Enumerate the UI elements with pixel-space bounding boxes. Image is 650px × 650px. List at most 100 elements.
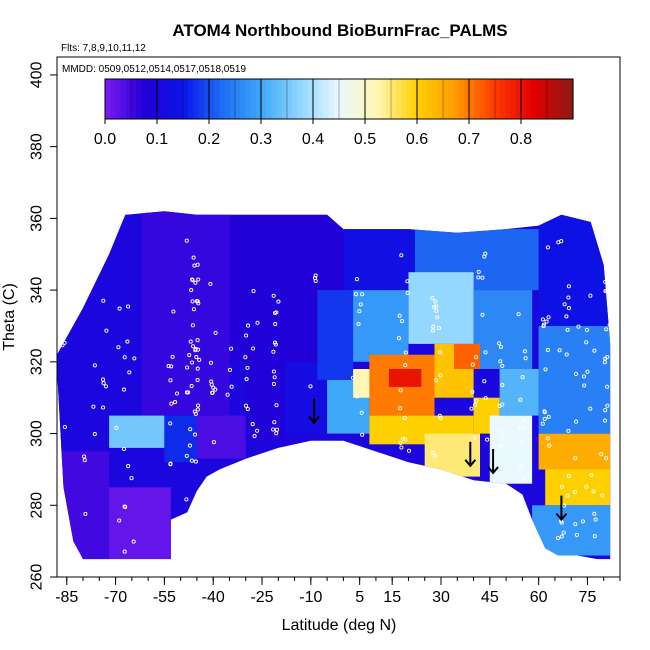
sample-point xyxy=(516,312,521,317)
arrow-marker-0 xyxy=(308,398,320,425)
sample-point xyxy=(403,437,408,442)
sample-point xyxy=(580,519,585,524)
sample-point xyxy=(272,340,278,345)
y-axis: 260 280 300 320 340 360 380 400 xyxy=(29,61,57,590)
sample-point xyxy=(593,517,598,522)
field-cell-17 xyxy=(473,290,533,369)
sample-point xyxy=(358,302,363,307)
field-cell-27 xyxy=(499,369,539,416)
sample-point xyxy=(584,340,589,345)
sample-point xyxy=(194,355,199,360)
colorbar-segment xyxy=(313,79,319,119)
colorbar-segment xyxy=(365,79,371,119)
colorbar-segment xyxy=(443,79,449,119)
sample-point xyxy=(470,362,475,367)
colorbar-segment xyxy=(281,79,288,119)
sample-point xyxy=(211,385,216,390)
sample-point xyxy=(354,277,359,282)
colorbar-segment xyxy=(474,79,480,119)
colorbar-segment xyxy=(547,79,553,119)
sample-point xyxy=(498,443,503,448)
sample-point xyxy=(360,292,365,297)
sample-point xyxy=(602,360,607,365)
sample-point xyxy=(274,403,279,408)
sample-point xyxy=(480,275,485,280)
sample-point xyxy=(556,536,561,541)
sample-point xyxy=(244,333,249,338)
sample-point xyxy=(225,392,230,397)
colorbar-segment xyxy=(541,79,548,119)
sample-point xyxy=(588,406,593,411)
sample-point xyxy=(498,359,503,364)
sample-point xyxy=(185,365,190,370)
sample-point xyxy=(184,390,189,395)
field-cell-1 xyxy=(141,211,230,416)
sample-point xyxy=(396,336,401,341)
y-tick-label: 340 xyxy=(29,277,46,304)
sample-point xyxy=(430,450,435,455)
sample-point xyxy=(121,387,127,392)
sample-point xyxy=(92,363,97,368)
sample-point xyxy=(122,504,127,509)
colorbar-segment xyxy=(562,79,569,119)
sample-point xyxy=(255,320,260,325)
sample-point xyxy=(168,378,173,383)
sample-point xyxy=(271,381,276,387)
sample-point xyxy=(543,367,548,372)
sample-point xyxy=(186,390,191,395)
sample-point xyxy=(589,472,594,478)
sample-point xyxy=(566,306,571,311)
y-tick-label: 360 xyxy=(29,205,46,232)
field-cell-26 xyxy=(489,415,533,484)
sample-point xyxy=(273,342,278,347)
colorbar-segment xyxy=(427,79,434,119)
sample-point xyxy=(581,374,587,379)
sample-point xyxy=(122,355,127,360)
sample-point xyxy=(434,378,439,383)
colorbar-segment xyxy=(266,79,272,119)
sample-point xyxy=(195,378,200,383)
colorbar-segment xyxy=(323,79,330,119)
sample-point xyxy=(564,314,569,319)
sample-point xyxy=(197,357,202,362)
sample-point xyxy=(193,348,198,353)
sample-point xyxy=(603,356,608,361)
sample-point xyxy=(101,405,106,410)
sample-point xyxy=(500,436,505,441)
sample-point xyxy=(274,431,279,436)
sample-point xyxy=(121,446,127,452)
sample-point xyxy=(174,391,180,396)
flights-note: Flts: 7,8,9,10,11,12 xyxy=(61,43,146,54)
colorbar-segment xyxy=(255,79,262,119)
sample-point xyxy=(187,443,192,448)
colorbar-segment xyxy=(125,79,132,119)
sample-point xyxy=(190,277,195,282)
sample-point xyxy=(603,408,608,413)
colorbar-segment xyxy=(131,79,137,119)
sample-point xyxy=(438,373,443,378)
colorbar-segment xyxy=(250,79,257,119)
field-cell-15 xyxy=(353,290,409,362)
sample-point xyxy=(542,409,547,414)
colorbar-segment xyxy=(354,79,361,119)
colorbar-segment xyxy=(339,79,345,119)
sample-point xyxy=(129,476,134,481)
sample-point xyxy=(476,275,481,280)
sample-point xyxy=(500,383,505,388)
sample-point xyxy=(522,349,527,354)
colorbar-segment xyxy=(120,79,127,119)
sample-point xyxy=(166,364,171,369)
sample-point xyxy=(576,324,581,329)
colorbar-segment xyxy=(188,79,194,119)
sample-point xyxy=(173,400,178,405)
colorbar-segment xyxy=(396,79,402,119)
field-cell-3 xyxy=(343,229,415,291)
sample-point xyxy=(434,308,439,313)
x-tick-label: 60 xyxy=(530,589,548,606)
sample-point xyxy=(557,348,562,353)
sample-point xyxy=(545,348,550,353)
sample-point xyxy=(398,406,403,411)
colorbar-segment xyxy=(515,79,522,119)
heatmap-field xyxy=(57,211,611,560)
